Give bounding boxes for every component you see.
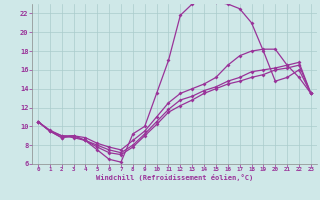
X-axis label: Windchill (Refroidissement éolien,°C): Windchill (Refroidissement éolien,°C) (96, 174, 253, 181)
